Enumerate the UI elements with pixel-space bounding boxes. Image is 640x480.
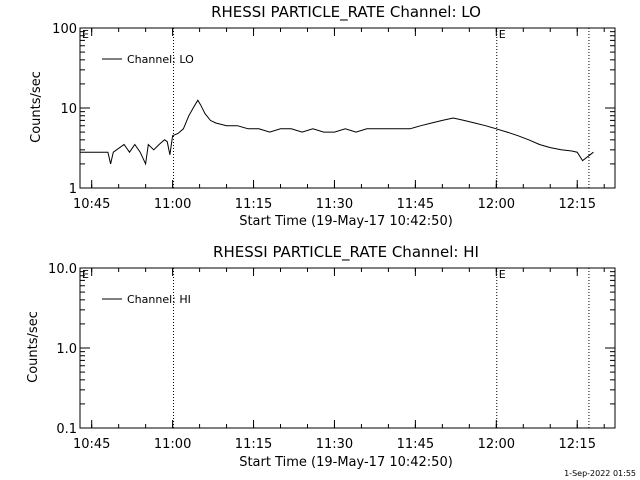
x-tick-label: 11:15 (235, 197, 272, 212)
y-tick-label: 10.0 (48, 262, 77, 277)
y-tick-label: 0.1 (56, 422, 77, 437)
y-axis-label: Counts/sec (29, 71, 44, 143)
y-tick-label: 100 (52, 22, 77, 37)
event-marker-label: E (82, 28, 89, 41)
series-line (80, 99, 594, 166)
event-marker-label: E (499, 268, 506, 281)
x-tick-label: 11:45 (397, 437, 434, 452)
lo-channel-panel: RHESSI PARTICLE_RATE Channel: LO Start T… (29, 3, 616, 229)
y-tick-label: 1.0 (56, 342, 77, 357)
x-tick-label: 11:00 (154, 197, 191, 212)
x-tick-label: 12:15 (559, 437, 596, 452)
chart-title: RHESSI PARTICLE_RATE Channel: LO (211, 3, 481, 22)
x-tick-label: 11:00 (154, 437, 191, 452)
event-marker-label: E (82, 268, 89, 281)
y-axis-label: Counts/sec (26, 311, 41, 383)
plot-frame (79, 267, 616, 429)
chart-title: RHESSI PARTICLE_RATE Channel: HI (213, 243, 479, 262)
x-tick-label: 11:30 (316, 437, 353, 452)
y-tick-label: 10 (60, 102, 77, 117)
x-tick-label: 10:45 (73, 437, 110, 452)
x-tick-label: 12:00 (478, 437, 515, 452)
plot-frame (79, 27, 616, 189)
x-tick-label: 10:45 (73, 197, 110, 212)
x-axis-label: Start Time (19-May-17 10:42:50) (239, 214, 453, 229)
x-tick-label: 12:00 (478, 197, 515, 212)
footer-timestamp: 1-Sep-2022 01:55 (564, 469, 636, 478)
legend-label: Channel: HI (127, 293, 191, 306)
y-tick-label: 1 (69, 182, 77, 197)
x-tick-label: 11:15 (235, 437, 272, 452)
x-axis-label: Start Time (19-May-17 10:42:50) (239, 455, 453, 470)
x-tick-label: 12:15 (559, 197, 596, 212)
legend-label: Channel: LO (127, 53, 194, 66)
x-tick-label: 11:30 (316, 197, 353, 212)
hi-channel-panel: RHESSI PARTICLE_RATE Channel: HI Start T… (26, 243, 616, 470)
event-marker-label: E (499, 28, 506, 41)
x-tick-label: 11:45 (397, 197, 434, 212)
